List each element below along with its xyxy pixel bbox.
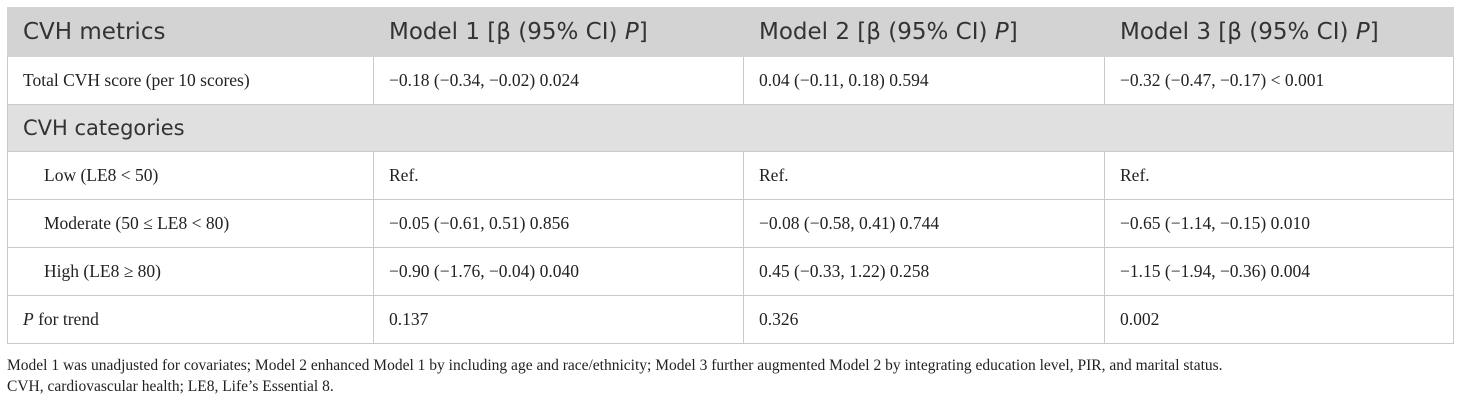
cell-model-1: −0.05 (−0.61, 0.51) 0.856 [373,199,744,248]
cell-model-3: −0.65 (−1.14, −0.15) 0.010 [1104,199,1454,248]
results-table: CVH metrics Model 1 [β (95% CI) P] Model… [7,7,1454,344]
header-model-2: Model 2 [β (95% CI) P] [743,7,1105,57]
footnote-line-2: CVH, cardiovascular health; LE8, Life’s … [7,378,334,395]
cell-model-2: 0.45 (−0.33, 1.22) 0.258 [743,247,1105,296]
cell-model-3: −1.15 (−1.94, −0.36) 0.004 [1104,247,1454,296]
table-row-moderate: Moderate (50 ≤ LE8 < 80) −0.05 (−0.61, 0… [7,199,1454,248]
section-row-categories: CVH categories [7,104,1454,152]
cell-model-2: 0.326 [743,295,1105,344]
table-row-low: Low (LE8 < 50) Ref. Ref. Ref. [7,151,1454,200]
row-label: Moderate (50 ≤ LE8 < 80) [7,199,374,248]
footnote-line-1: Model 1 was unadjusted for covariates; M… [7,357,1223,374]
table-footnote: Model 1 was unadjusted for covariates; M… [7,355,1453,397]
header-model-3: Model 3 [β (95% CI) P] [1104,7,1454,57]
cell-model-3: Ref. [1104,151,1454,200]
header-model-1: Model 1 [β (95% CI) P] [373,7,744,57]
row-label: Total CVH score (per 10 scores) [7,56,374,105]
cell-model-2: 0.04 (−0.11, 0.18) 0.594 [743,56,1105,105]
cell-model-3: −0.32 (−0.47, −0.17) < 0.001 [1104,56,1454,105]
cell-model-1: −0.18 (−0.34, −0.02) 0.024 [373,56,744,105]
row-label: High (LE8 ≥ 80) [7,247,374,296]
cell-model-1: −0.90 (−1.76, −0.04) 0.040 [373,247,744,296]
row-label: P for trend [7,295,374,344]
section-label: CVH categories [7,104,1454,152]
table-row-trend: P for trend 0.137 0.326 0.002 [7,295,1454,344]
header-cvh-metrics: CVH metrics [7,7,374,57]
table-row-high: High (LE8 ≥ 80) −0.90 (−1.76, −0.04) 0.0… [7,247,1454,296]
cell-model-2: −0.08 (−0.58, 0.41) 0.744 [743,199,1105,248]
results-table-container: CVH metrics Model 1 [β (95% CI) P] Model… [7,7,1454,344]
cell-model-2: Ref. [743,151,1105,200]
cell-model-3: 0.002 [1104,295,1454,344]
table-header-row: CVH metrics Model 1 [β (95% CI) P] Model… [7,7,1454,57]
cell-model-1: 0.137 [373,295,744,344]
cell-model-1: Ref. [373,151,744,200]
table-row-total-score: Total CVH score (per 10 scores) −0.18 (−… [7,56,1454,105]
row-label: Low (LE8 < 50) [7,151,374,200]
